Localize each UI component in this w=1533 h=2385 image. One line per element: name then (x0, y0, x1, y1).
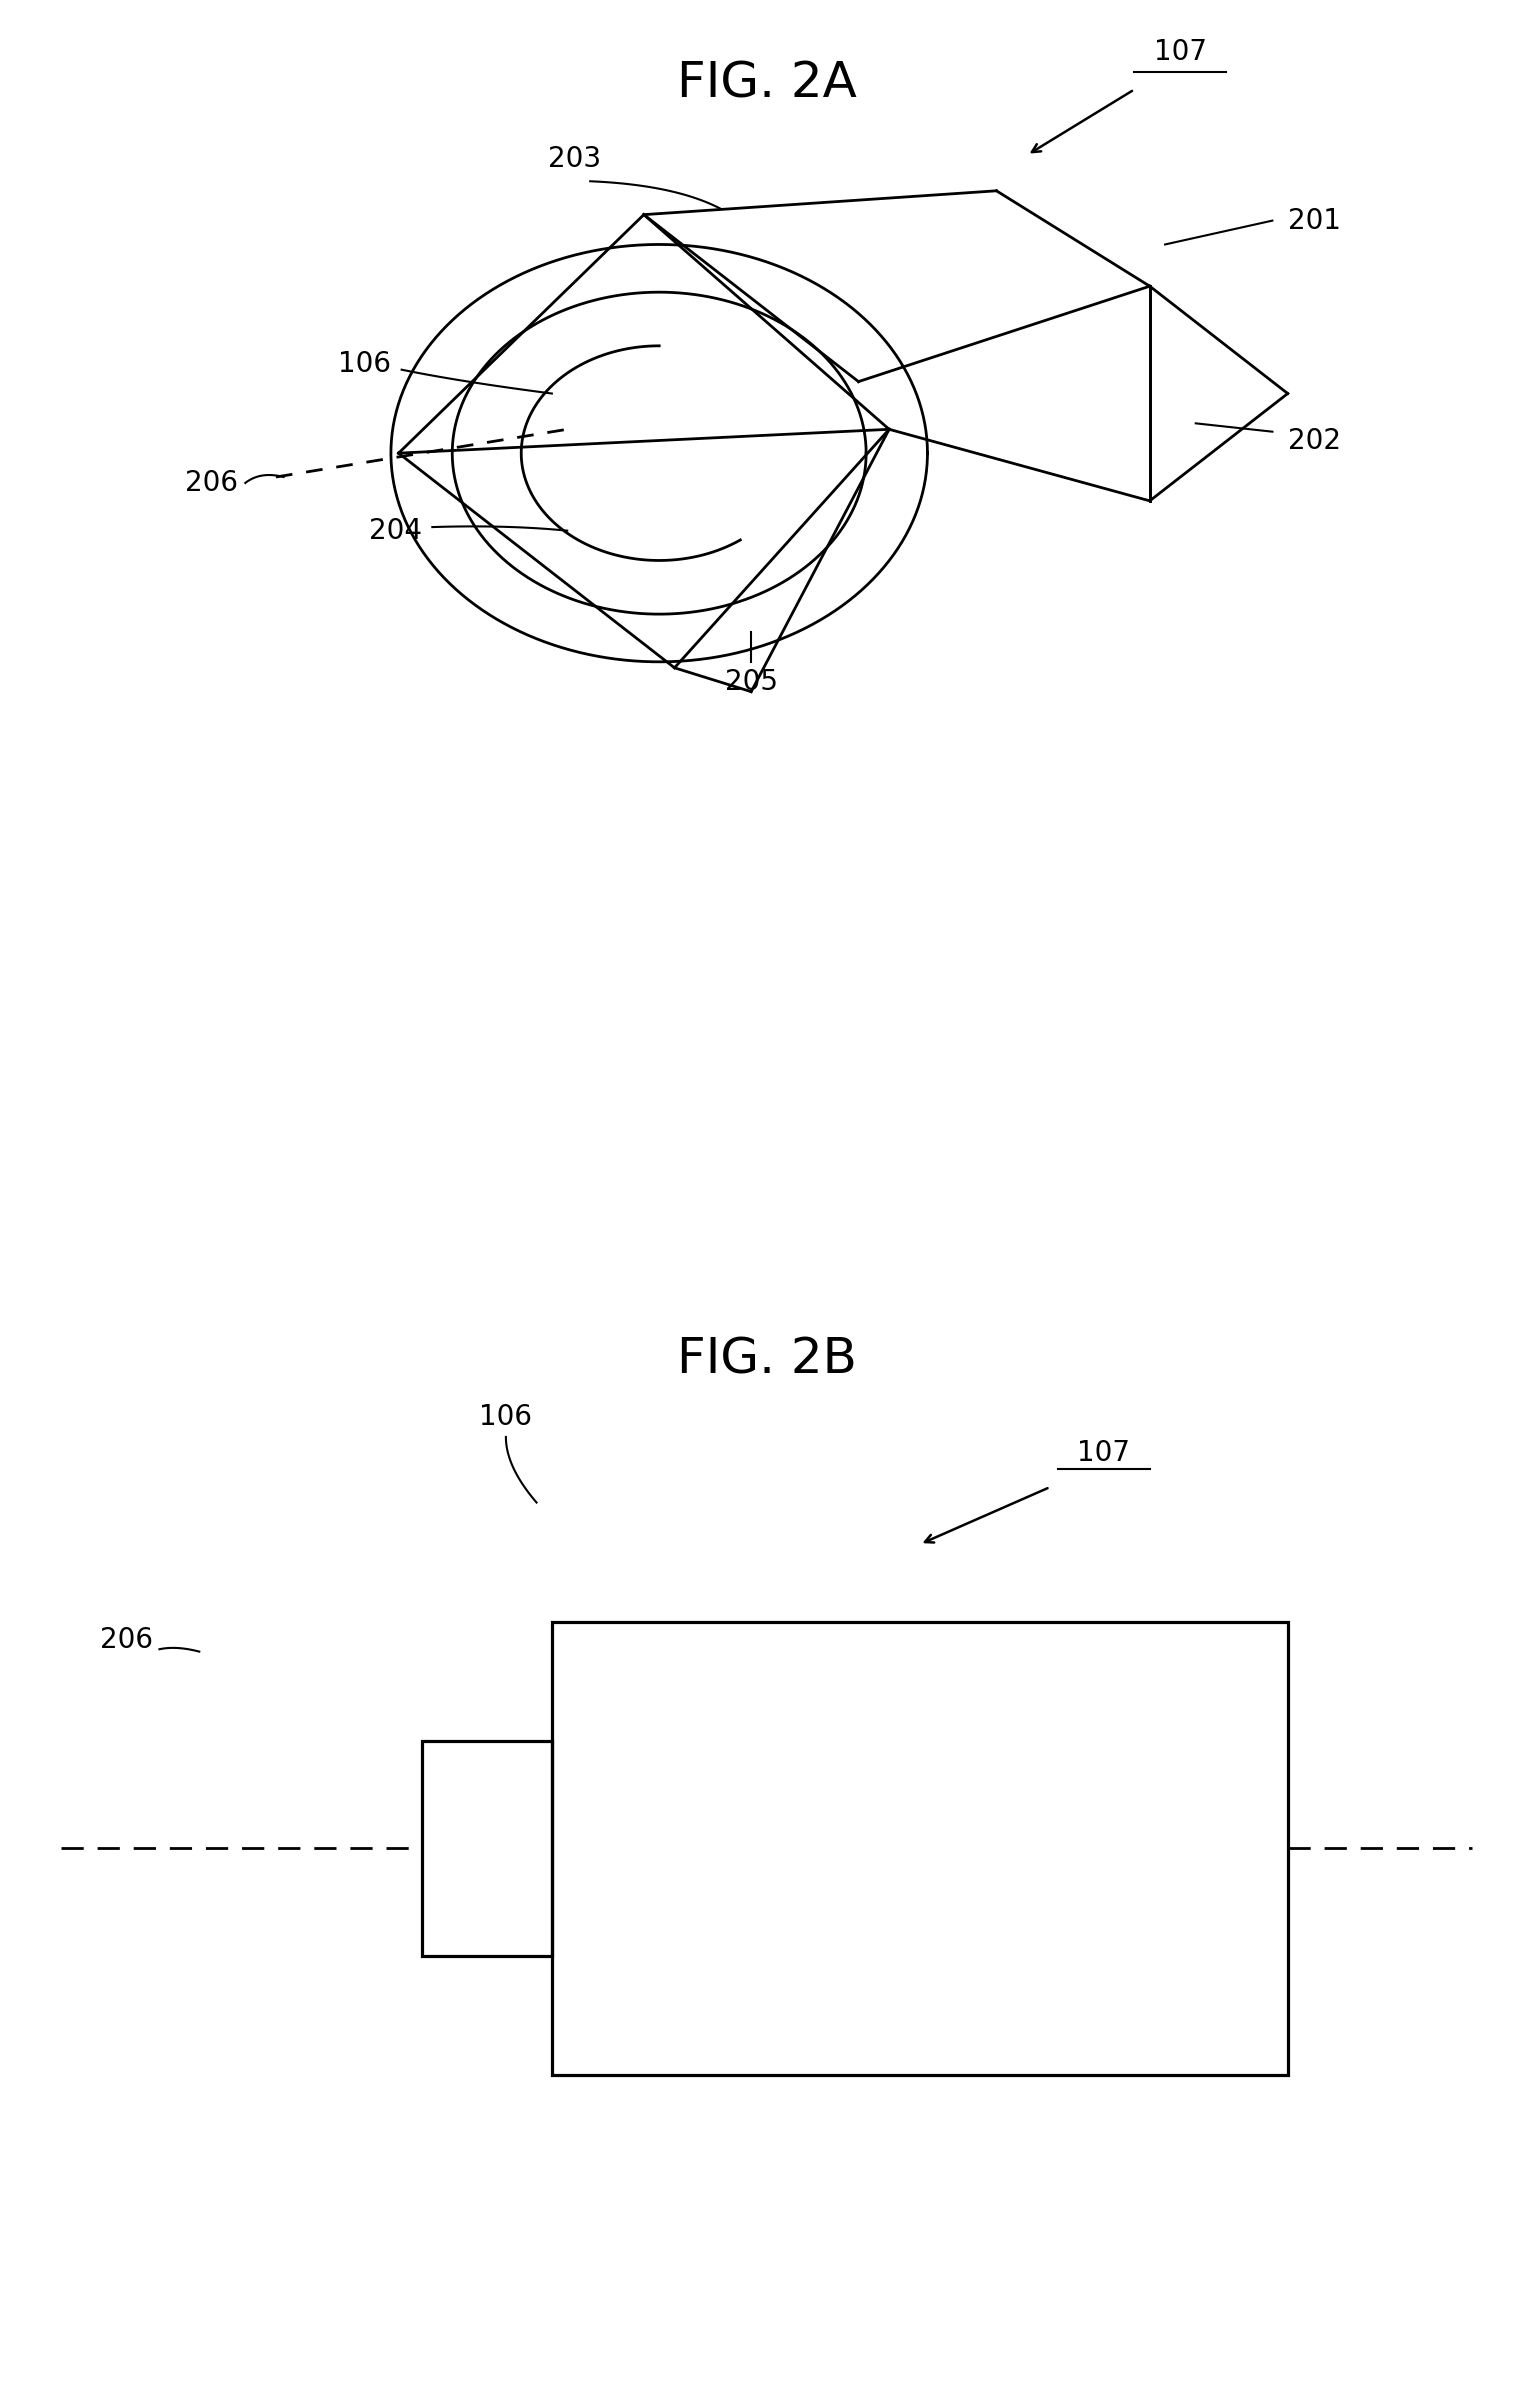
Text: 202: 202 (1288, 427, 1341, 456)
Text: 106: 106 (480, 1402, 532, 1431)
Text: 206: 206 (100, 1627, 153, 1653)
Text: FIG. 2B: FIG. 2B (676, 1336, 857, 1383)
Text: 206: 206 (184, 470, 238, 496)
Bar (422, 1741, 552, 1956)
Text: 107: 107 (1078, 1438, 1130, 1467)
Text: 107: 107 (1154, 38, 1206, 67)
Bar (552, 1622, 1288, 2075)
Text: 201: 201 (1288, 207, 1341, 234)
Text: FIG. 2A: FIG. 2A (676, 60, 857, 107)
Text: 106: 106 (337, 351, 391, 377)
Text: 205: 205 (725, 668, 777, 696)
Text: 203: 203 (549, 145, 601, 174)
Text: 204: 204 (368, 518, 422, 544)
